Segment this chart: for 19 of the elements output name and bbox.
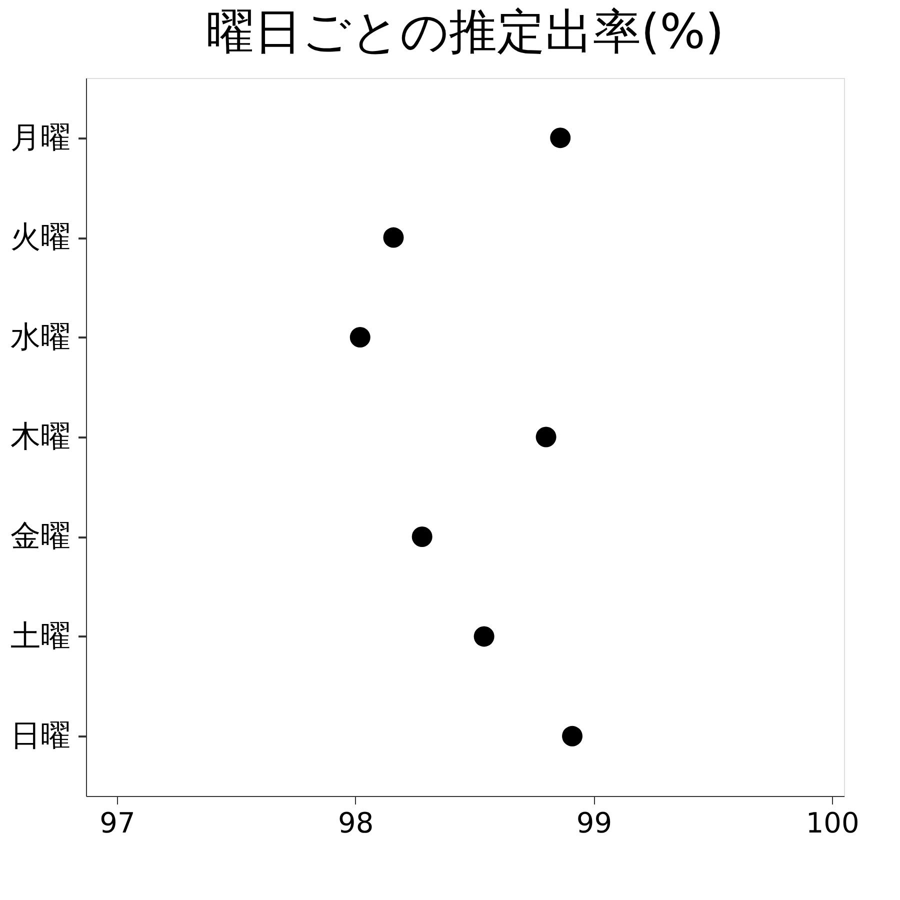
y-tick-label: 木曜 — [10, 420, 70, 454]
point — [474, 626, 494, 647]
y-tick-label: 金曜 — [10, 519, 70, 554]
point — [550, 128, 571, 148]
point — [412, 526, 432, 547]
point — [350, 327, 370, 348]
y-tick-label: 水曜 — [10, 320, 70, 355]
y-tick-label: 月曜 — [10, 120, 70, 156]
chart-title: 曜日ごとの推定出率(%) — [206, 4, 724, 60]
x-tick-label: 100 — [806, 806, 860, 840]
y-tick-label: 土曜 — [10, 618, 70, 654]
point — [536, 426, 556, 448]
point — [562, 726, 583, 746]
point — [383, 227, 404, 248]
x-tick-label: 98 — [338, 806, 374, 840]
y-tick-label: 日曜 — [10, 718, 70, 754]
x-tick-label: 99 — [576, 806, 612, 840]
y-tick-label: 火曜 — [10, 220, 70, 256]
x-tick-label: 97 — [100, 806, 136, 840]
